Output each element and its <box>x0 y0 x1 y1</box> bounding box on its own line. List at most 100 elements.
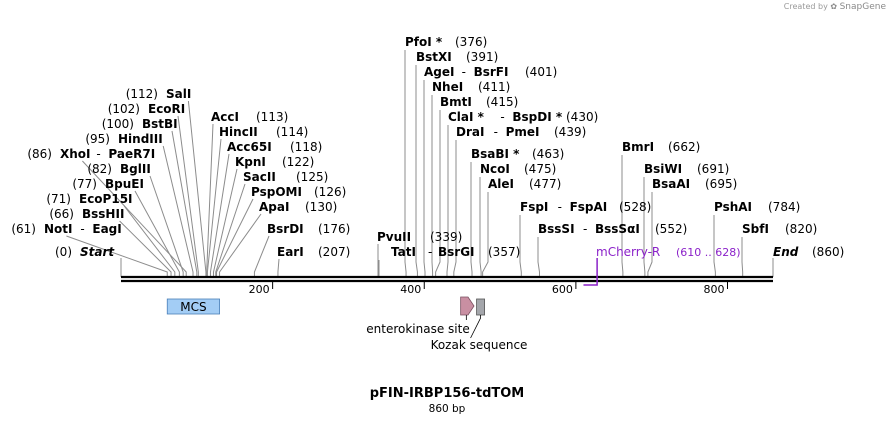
site-label-bsaai: BsaAI <box>652 177 690 191</box>
start-label: Start <box>80 245 115 259</box>
site-label-alei: AleI <box>488 177 514 191</box>
site-label-ecop15i: EcoP15I <box>79 192 133 206</box>
site-label-bstxi: BstXI <box>416 50 452 64</box>
ruler-tick-label: 600 <box>552 283 573 296</box>
snapgene-logo-icon: ✿ <box>830 2 838 11</box>
site-pos-pshai: (784) <box>768 200 800 214</box>
site-pos-hindiii: (95) <box>85 132 110 146</box>
snapgene-credit: Created by ✿ SnapGene <box>784 2 886 12</box>
credit-brand: SnapGene <box>839 2 886 12</box>
site-separator: - <box>500 110 504 124</box>
feature-enterokinase-arrow <box>460 296 475 316</box>
site-leader-pspomi <box>216 198 254 277</box>
plasmid-length: 860 bp <box>428 403 466 415</box>
primer: mCherry-R (610 .. 628) <box>583 245 741 286</box>
site-label-agei: AgeI <box>424 65 454 79</box>
site-pos-357: (357) <box>488 245 520 259</box>
site-pos-bsrdi: (176) <box>318 222 350 236</box>
site-pos-sbfi: (820) <box>785 222 817 236</box>
site-pos-pspomi: (126) <box>314 185 346 199</box>
site-label-eagi: EagI <box>92 222 121 236</box>
site-label-pmei: PmeI <box>506 125 540 139</box>
site-pos-pfoi: (376) <box>455 35 487 49</box>
site-label-sacii: SacII <box>243 170 276 184</box>
feature-mcs-label: MCS <box>180 300 206 314</box>
site-pos-ecop15i: (71) <box>46 192 71 206</box>
site-pos-fspi: (528) <box>619 200 651 214</box>
site-leader-bstxi <box>415 65 418 277</box>
site-pos-bmri: (662) <box>668 140 700 154</box>
site-label-xhoi: XhoI <box>60 147 91 161</box>
site-label-apai: ApaI <box>259 200 289 214</box>
site-leader-kpni <box>212 168 238 277</box>
site-pos-bsabi: (463) <box>532 147 564 161</box>
site-label-fspi: FspI <box>520 200 548 214</box>
feature-kozak-label: Kozak sequence <box>431 338 528 352</box>
site-label-bspdi: BspDI * <box>512 110 562 124</box>
site-leader-fspi <box>519 215 522 277</box>
site-leader-ncoi <box>479 177 482 277</box>
site-label-paer7i: PaeR7I <box>108 147 155 161</box>
site-label-bsss-i: BssSαI <box>595 222 640 236</box>
site-separator: - <box>80 222 84 236</box>
primer-arrow <box>583 258 598 286</box>
site-label-acc65i: Acc65I <box>227 140 272 154</box>
end-pos-label: (860) <box>812 245 844 259</box>
site-label-bsiwi: BsiWI <box>644 162 682 176</box>
feature-kozak-box <box>476 298 485 316</box>
site-leader-sali <box>187 100 207 277</box>
site-label-bsrfi: BsrFI <box>474 65 509 79</box>
site-leader-sbfi <box>741 237 744 277</box>
site-leader-acci <box>206 123 214 277</box>
site-leader-drai <box>453 140 457 277</box>
site-pos-sali: (112) <box>126 87 158 101</box>
site-leader-ecori <box>177 115 199 277</box>
site-separator: - <box>558 200 562 214</box>
site-leader-clai <box>446 125 449 277</box>
credit-prefix: Created by <box>783 2 828 11</box>
site-label-ecori: EcoRI <box>148 102 185 116</box>
site-label-noti: NotI <box>44 222 73 236</box>
site-pos-bglii: (82) <box>87 162 112 176</box>
site-leader-bmti <box>435 110 441 277</box>
site-label-bglii: BglII <box>120 162 151 176</box>
site-leader-nhei <box>431 95 434 277</box>
dna-backbone <box>121 275 773 283</box>
site-leader-bsiwi <box>643 177 646 277</box>
site-label-drai: DraI <box>456 125 484 139</box>
site-pos-339: (339) <box>430 230 462 244</box>
site-separator: - <box>583 222 587 236</box>
site-separator: - <box>494 125 498 139</box>
site-pos-kpni: (122) <box>282 155 314 169</box>
site-pos-hincii: (114) <box>276 125 308 139</box>
site-label-pfoi: PfoI * <box>405 35 443 49</box>
site-leader-acc65i <box>209 153 230 277</box>
site-leader-alei <box>482 192 489 277</box>
site-pos-ecori: (102) <box>108 102 140 116</box>
site-leader-eari <box>277 258 280 277</box>
site-pos-bsshii: (66) <box>49 207 74 221</box>
site-label-nhei: NheI <box>432 80 463 94</box>
site-label-ncoi: NcoI <box>480 162 510 176</box>
site-label-kpni: KpnI <box>235 155 266 169</box>
site-label-bstbi: BstBI <box>142 117 178 131</box>
site-leader-sacii <box>215 183 246 277</box>
primer-range: (610 .. 628) <box>676 246 741 259</box>
site-pos-bpuei: (77) <box>72 177 97 191</box>
site-label-acci: AccI <box>211 110 239 124</box>
site-leader-pfoi <box>404 50 407 277</box>
site-pos-noti: (61) <box>11 222 36 236</box>
site-label-bmti: BmtI <box>440 95 472 109</box>
site-leader-noti <box>66 235 168 277</box>
site-label-pvuii: PvuII <box>377 230 411 244</box>
site-pos-agei: (401) <box>525 65 557 79</box>
site-leader-xhoi <box>82 160 187 277</box>
site-leader-bpuei <box>134 190 180 277</box>
site-separator: - <box>428 245 432 259</box>
feature-mcs-box <box>166 298 220 315</box>
site-pos-bsaai: (695) <box>705 177 737 191</box>
site-leader-bsssi <box>537 237 540 277</box>
features: MCS enterokinase site Kozak sequence <box>166 296 528 352</box>
site-leader-bglii <box>149 175 184 277</box>
